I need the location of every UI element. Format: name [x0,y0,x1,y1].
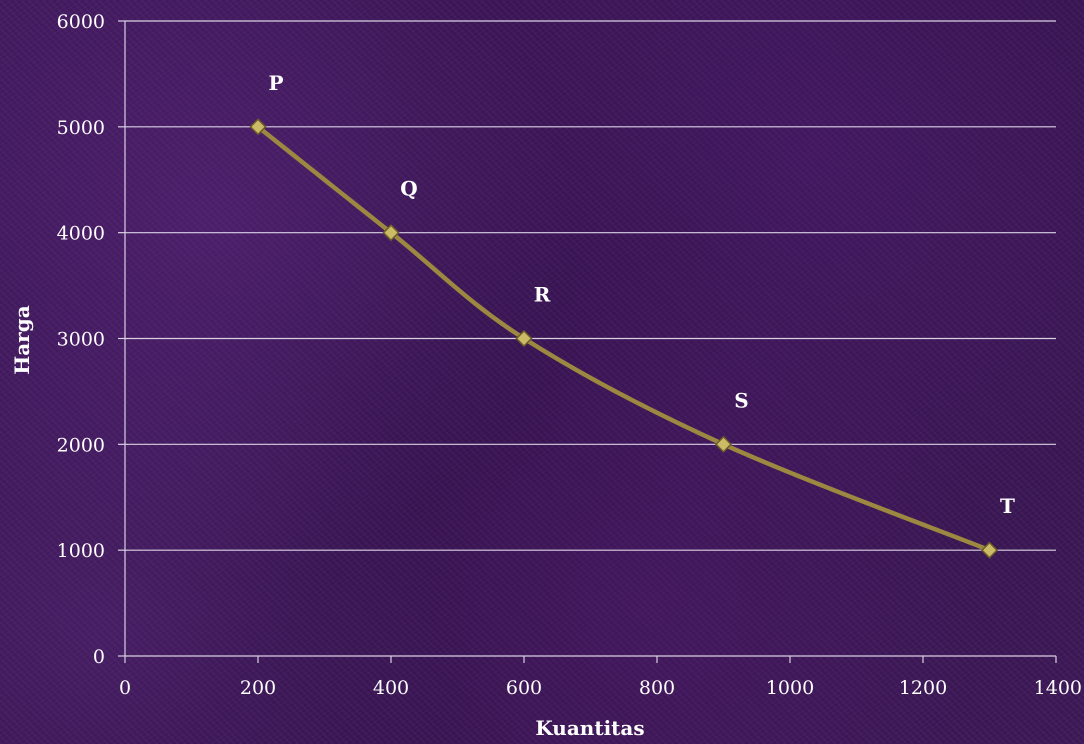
y-axis-title: Harga [10,305,34,374]
x-tick-label: 1000 [766,677,814,699]
point-label-P: P [268,71,283,95]
demand-curve-line [255,124,992,553]
y-tick-label: 3000 [57,329,105,351]
axes: 0 1000 2000 3000 4000 5000 6000 0 200 400 600 800 10… [57,11,1082,699]
y-tick-label: 4000 [57,223,105,245]
x-tick-label: 800 [639,677,675,699]
data-point-marker [382,224,400,242]
point-label-R: R [534,283,551,307]
y-tick-label: 0 [93,646,105,668]
x-tick-label: 0 [119,677,131,699]
point-labels: P Q R S T [268,71,1015,518]
x-tick-label: 400 [373,677,409,699]
point-label-Q: Q [400,177,417,201]
y-tick-label: 6000 [57,11,105,33]
data-point-marker [980,541,999,559]
data-point-marker [515,329,533,348]
x-tick-label: 600 [506,677,542,699]
markers [249,118,999,559]
data-point-marker [714,435,733,453]
x-tick-label: 1200 [899,677,947,699]
gridlines [125,20,1056,551]
y-tick-label: 2000 [57,434,105,456]
series-line-layer [255,124,992,553]
point-label-T: T [1000,494,1015,518]
data-point-marker [249,118,267,136]
y-tick-label: 5000 [57,117,105,139]
point-label-S: S [734,388,748,412]
x-tick-label: 1400 [1034,677,1082,699]
x-tick-label: 200 [240,677,276,699]
x-axis-title: Kuantitas [535,716,644,740]
y-tick-label: 1000 [57,540,105,562]
